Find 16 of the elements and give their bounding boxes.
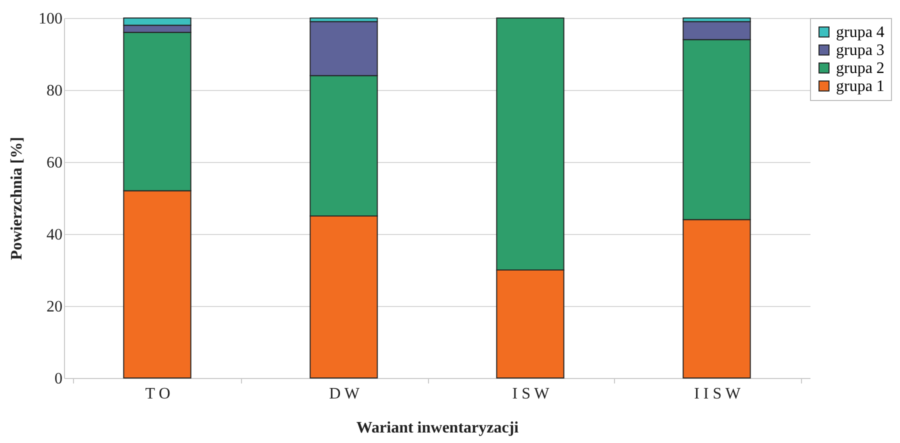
x-tick-label: D W — [329, 386, 360, 402]
y-tick-label: 60 — [46, 154, 62, 172]
legend-label: grupa 2 — [836, 60, 884, 77]
legend-label: grupa 1 — [836, 78, 884, 95]
x-tick-label: I S W — [512, 386, 550, 402]
legend-label: grupa 3 — [836, 42, 884, 59]
x-tick-label: T O — [145, 386, 170, 402]
y-axis-title: Powierzchnia [%] — [8, 136, 26, 260]
x-tick-label: I I S W — [694, 386, 742, 402]
x-axis-title: Wariant inwentaryzacji — [356, 420, 520, 436]
y-tick-label: 0 — [54, 370, 62, 388]
legend-label: grupa 4 — [836, 24, 884, 41]
y-tick-label: 100 — [38, 10, 62, 28]
y-tick-label: 40 — [46, 226, 62, 244]
y-tick-label: 80 — [46, 82, 62, 100]
y-tick-label: 20 — [46, 298, 62, 316]
